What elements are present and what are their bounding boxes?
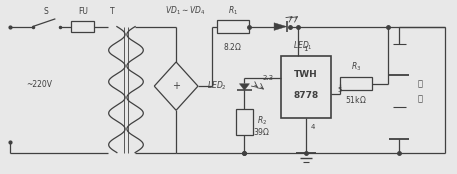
- Text: $R_1$: $R_1$: [228, 5, 238, 17]
- Text: ~220V: ~220V: [26, 80, 52, 89]
- Text: $LED_1$: $LED_1$: [293, 39, 313, 52]
- Text: 1: 1: [303, 46, 308, 52]
- Bar: [71, 21, 94, 32]
- Text: +: +: [172, 81, 180, 91]
- Text: $R_2$: $R_2$: [257, 114, 267, 127]
- Text: $LED_2$: $LED_2$: [207, 79, 227, 92]
- Text: 电: 电: [417, 79, 422, 88]
- Bar: [217, 20, 249, 33]
- Text: 39$\Omega$: 39$\Omega$: [253, 126, 271, 137]
- Polygon shape: [274, 23, 287, 30]
- Text: 池: 池: [417, 95, 422, 104]
- Bar: [236, 109, 253, 135]
- Text: 4: 4: [311, 124, 315, 130]
- Text: 5: 5: [337, 87, 341, 93]
- Text: TWH: TWH: [294, 70, 318, 79]
- Bar: [340, 77, 372, 90]
- Text: $R_3$: $R_3$: [351, 61, 361, 73]
- Text: $VD_1{\sim}VD_4$: $VD_1{\sim}VD_4$: [165, 5, 205, 17]
- Text: T: T: [110, 7, 115, 15]
- Text: S: S: [44, 7, 48, 15]
- Bar: [281, 56, 331, 118]
- Text: 8.2$\Omega$: 8.2$\Omega$: [223, 41, 243, 52]
- Text: FU: FU: [78, 7, 88, 15]
- Polygon shape: [239, 84, 250, 90]
- Text: 2.3: 2.3: [263, 75, 274, 81]
- Text: 51k$\Omega$: 51k$\Omega$: [345, 94, 367, 105]
- Text: 8778: 8778: [293, 91, 319, 100]
